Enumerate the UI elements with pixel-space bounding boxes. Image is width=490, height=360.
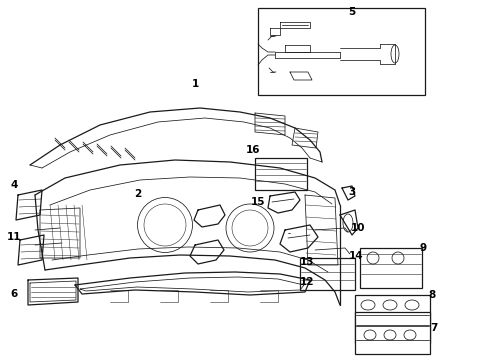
- Text: 12: 12: [300, 277, 314, 287]
- Bar: [300, 258, 355, 290]
- Bar: [360, 248, 422, 288]
- Text: 8: 8: [428, 290, 436, 300]
- Text: 6: 6: [10, 289, 18, 299]
- Bar: [255, 158, 307, 190]
- Text: 10: 10: [351, 223, 365, 233]
- Text: 5: 5: [348, 7, 356, 17]
- Text: 7: 7: [430, 323, 438, 333]
- Text: 4: 4: [10, 180, 18, 190]
- Text: 15: 15: [251, 197, 265, 207]
- Text: 16: 16: [246, 145, 260, 155]
- Bar: [355, 295, 430, 343]
- Text: 1: 1: [192, 79, 198, 89]
- Text: 2: 2: [134, 189, 142, 199]
- Text: 13: 13: [300, 257, 314, 267]
- Text: 14: 14: [349, 251, 363, 261]
- Text: 3: 3: [348, 187, 356, 197]
- Text: 11: 11: [7, 232, 21, 242]
- Bar: [258, 8, 425, 95]
- Bar: [355, 312, 430, 354]
- Text: 9: 9: [419, 243, 427, 253]
